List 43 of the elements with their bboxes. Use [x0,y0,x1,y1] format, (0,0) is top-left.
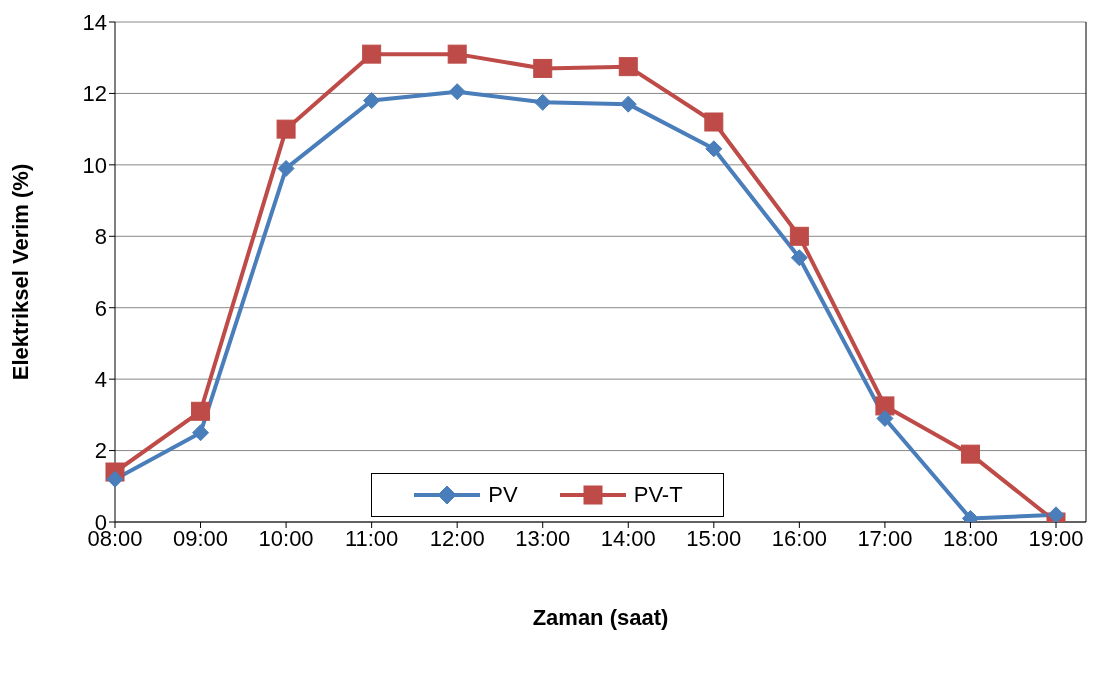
x-tick-label: 15:00 [686,525,742,551]
x-tick-label: 18:00 [942,525,998,551]
point [191,401,211,421]
x-tick-label: 13:00 [515,525,571,551]
point [447,44,467,64]
y-axis-title: Elektriksel Verim (%) [7,163,33,381]
x-tick-label: 11:00 [344,525,399,551]
point [619,95,637,113]
x-tick-label: 09:00 [173,525,229,551]
x-tick-label: 16:00 [771,525,827,551]
y-tick-label: 6 [94,295,107,321]
x-tick-label: 17:00 [857,525,913,551]
point [363,92,381,110]
point [534,93,552,111]
point [276,119,296,139]
x-tick-label: 10:00 [258,525,314,551]
y-tick-label: 2 [94,438,107,464]
x-axis-title: Zaman (saat) [532,605,669,630]
point [362,44,382,64]
y-tick-label: 12 [82,81,107,107]
point [960,444,980,464]
x-tick-label: 12:00 [429,525,485,551]
point [277,159,295,177]
point [705,140,723,158]
point [533,58,553,78]
legend-label: PV-T [633,482,683,508]
y-tick-label: 8 [94,224,107,250]
y-tick-label: 4 [94,366,107,392]
point [789,226,809,246]
y-tick-label: 10 [82,152,107,178]
point [790,249,808,267]
point [875,396,895,416]
point [618,57,638,77]
y-tick-label: 14 [82,9,107,35]
x-tick-label: 19:00 [1028,525,1084,551]
point [876,409,894,427]
point [448,83,466,101]
point [106,470,124,488]
legend-label: PV [488,482,518,508]
point [1047,506,1065,522]
x-tick-label: 14:00 [600,525,656,551]
point [192,424,210,442]
point [704,112,724,132]
